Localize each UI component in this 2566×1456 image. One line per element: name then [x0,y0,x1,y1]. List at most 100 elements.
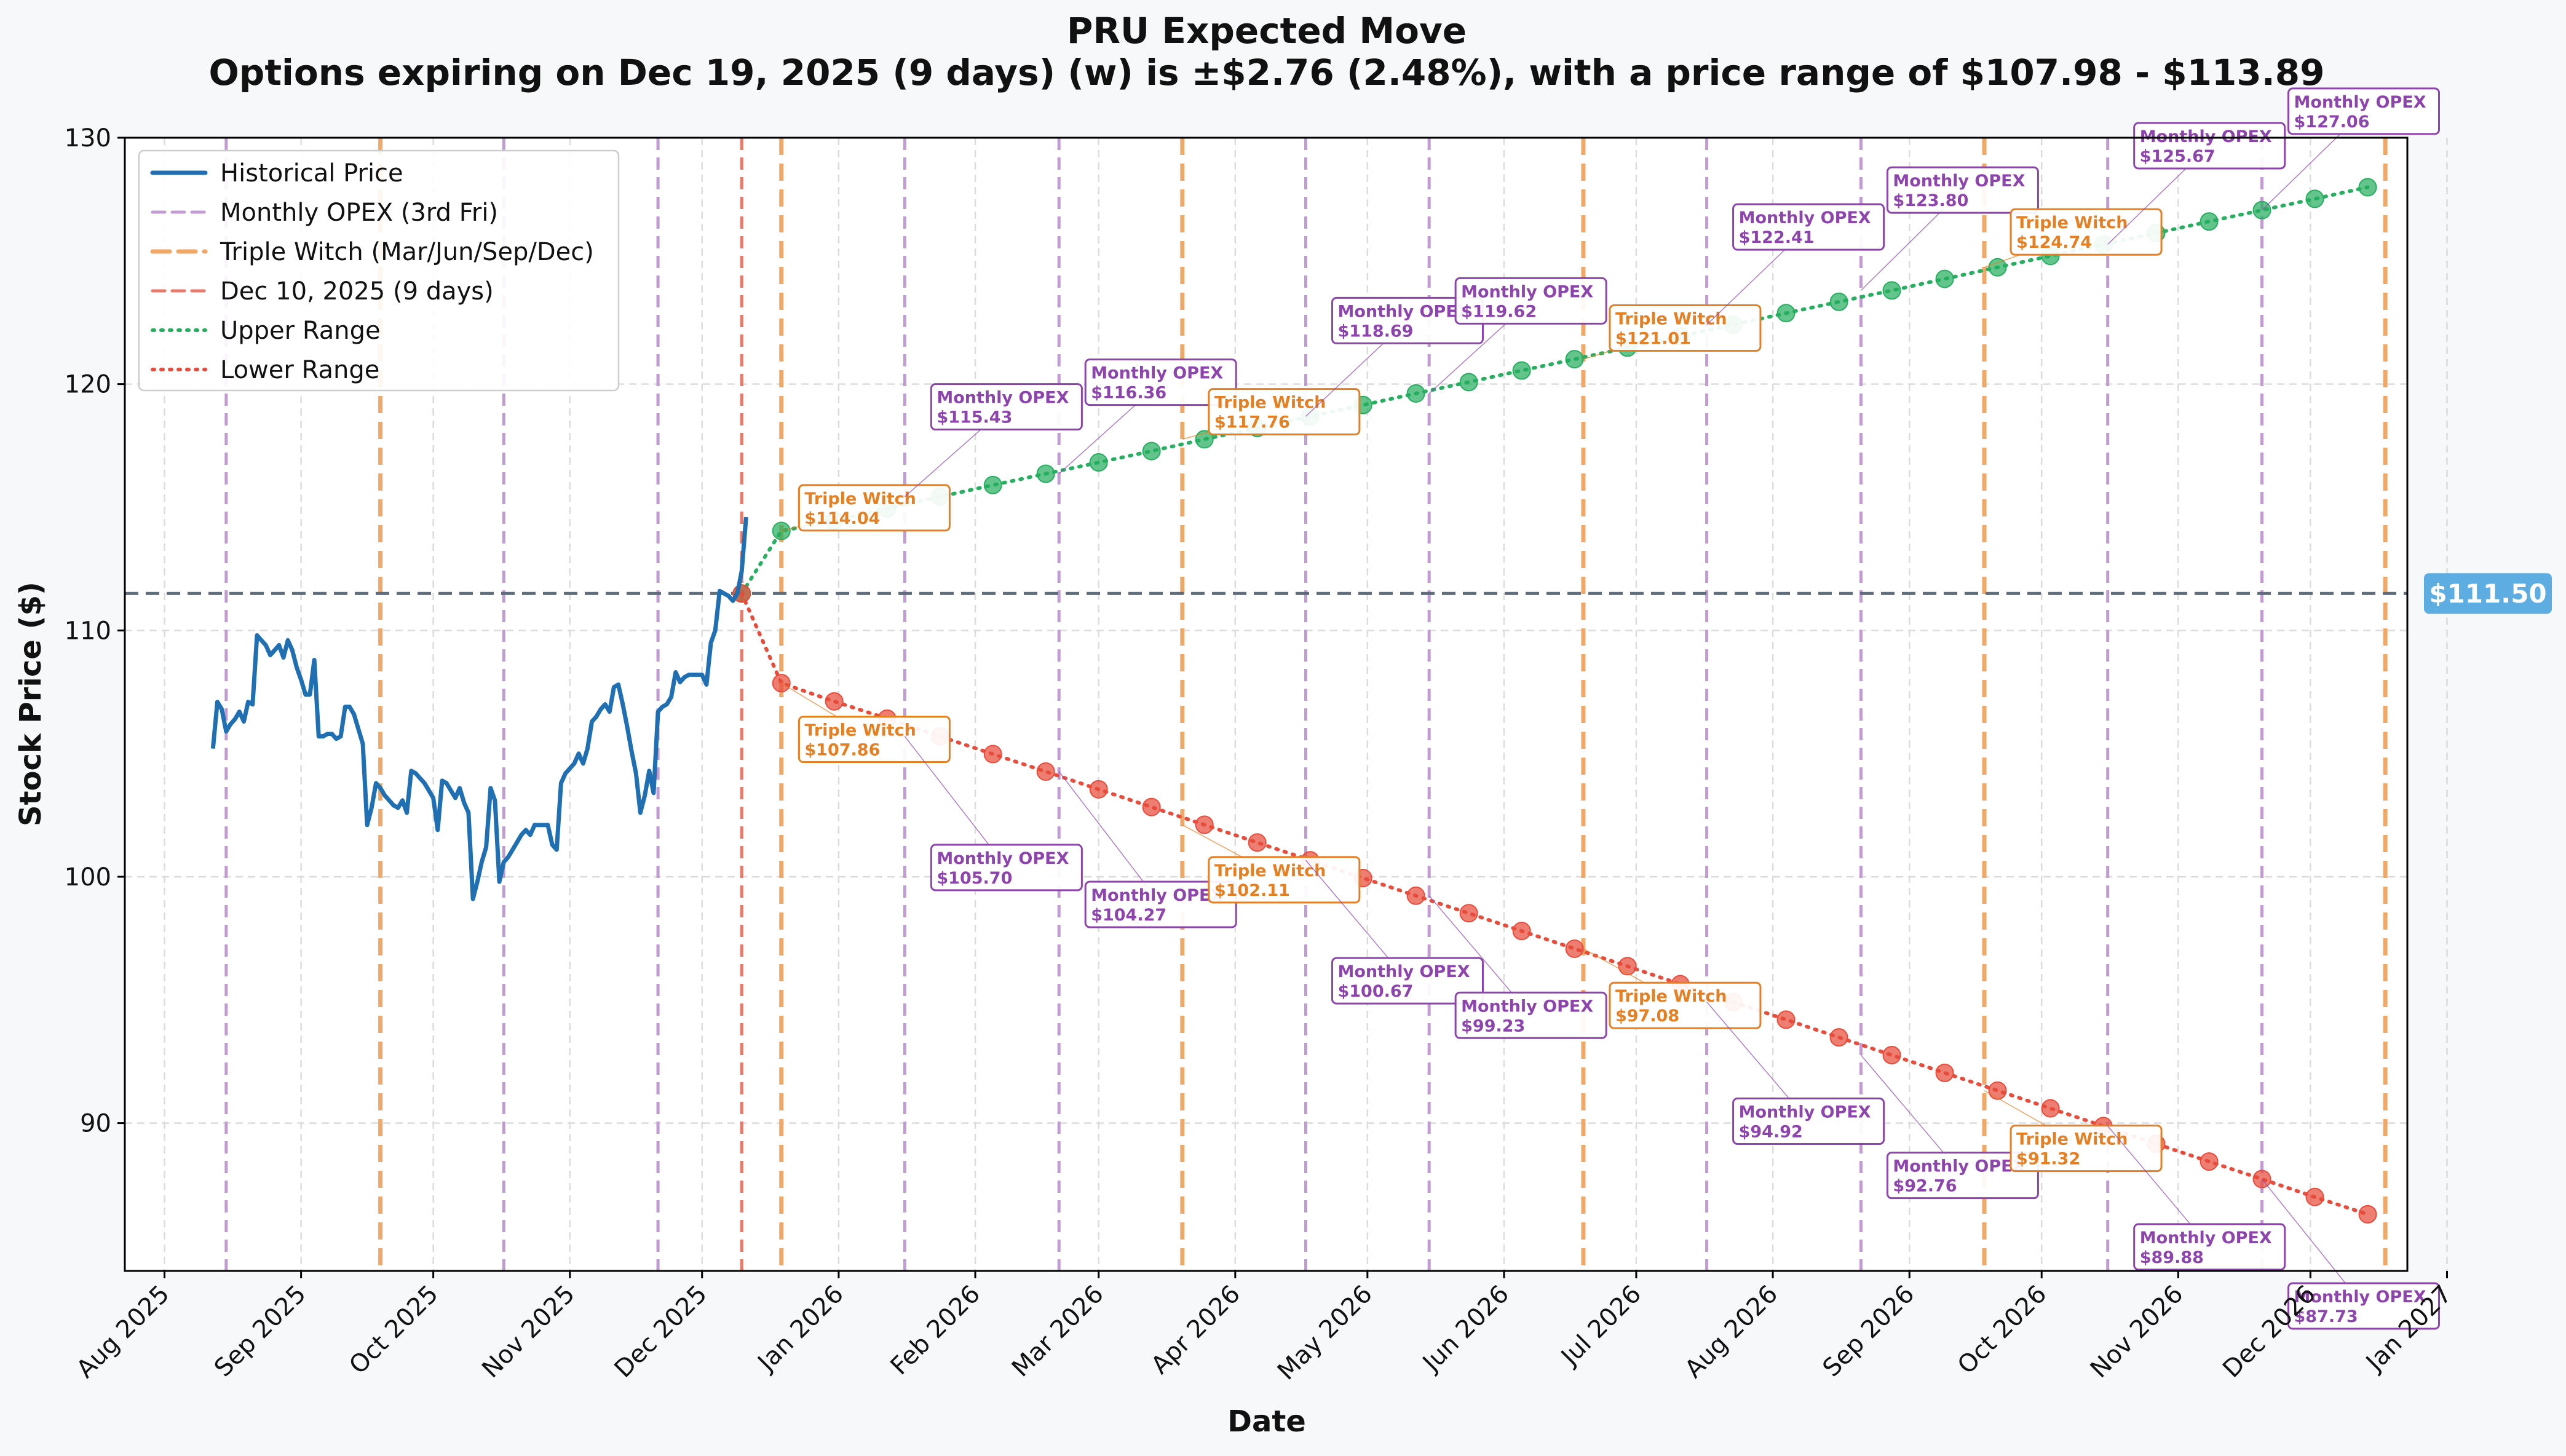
annotation-title: Monthly OPEX [937,389,1069,408]
annotation-value: $107.86 [804,741,880,760]
annotation-box [1886,166,2039,214]
annotation-value: $91.32 [2016,1150,2080,1169]
upper-range-point [1882,281,1901,300]
annotation-title: Triple Witch [1214,394,1326,413]
lower-range-point [2041,1099,2060,1118]
lower-range-point [1195,815,1214,834]
annotation-title: Monthly OPEX [937,849,1069,868]
y-tick-label: 130 [65,124,111,152]
upper-range-point [2305,189,2324,208]
annotation-value: $89.88 [2140,1248,2204,1267]
annotation-box [1084,358,1237,406]
annotation-box [2133,122,2286,170]
upper-range-point [1512,361,1531,380]
lower-range-point [1829,1028,1848,1047]
lower-range-point [1988,1081,2007,1100]
annotation-value: $92.76 [1893,1177,1957,1196]
annotation-value: $121.01 [1615,329,1691,348]
annotation-title: Triple Witch [1615,987,1727,1006]
current-price-badge-label: $111.50 [2429,579,2546,609]
legend-label: Lower Range [220,356,379,384]
annotation-title: Monthly OPEX [1337,302,1470,321]
upper-range-point [1459,373,1478,392]
y-tick-label: 110 [65,617,111,645]
legend-label: Triple Witch (Mar/Jun/Sep/Dec) [220,238,594,266]
annotation-value: $94.92 [1739,1123,1803,1142]
y-tick-label: 100 [65,863,111,892]
annotation-box [1609,981,1762,1029]
annotation-value: $119.62 [1461,302,1537,321]
upper-range-point [1089,453,1108,472]
annotation-value: $124.74 [2016,233,2092,252]
annotation-value: $118.69 [1337,322,1413,341]
upper-range-point [1195,430,1214,449]
annotation-title: Monthly OPEX [1893,172,2025,191]
annotation-box [1208,388,1361,436]
annotation-title: Monthly OPEX [1091,364,1223,383]
upper-range-point [1036,464,1055,483]
lower-range-point [2358,1205,2377,1224]
annotation-value: $123.80 [1893,191,1968,210]
annotation-value: $115.43 [937,408,1012,427]
upper-range-point [1565,350,1584,369]
annotation-title: Monthly OPEX [2140,127,2272,146]
upper-range-point [983,475,1002,494]
annotation-value: $102.11 [1214,881,1290,900]
upper-range-point [1406,384,1425,403]
lower-range-point [1776,1010,1796,1029]
annotation-title: Monthly OPEX [2140,1228,2272,1248]
annotation-box [798,484,951,532]
annotation-value: $116.36 [1091,384,1166,403]
lower-range-point [1459,904,1478,923]
annotation-box [1331,957,1484,1005]
annotation-box [1732,1098,1885,1145]
y-tick-label: 90 [80,1110,111,1138]
lower-range-point [1882,1046,1901,1065]
annotation-value: $127.06 [2294,113,2370,132]
annotation-box [1208,856,1361,904]
annotation-title: Monthly OPEX [1893,1157,2025,1176]
annotation-box [1886,1152,2039,1200]
lower-range-point [1036,762,1055,781]
legend-label: Dec 10, 2025 (9 days) [220,277,494,306]
upper-range-point [2200,212,2219,231]
y-tick-label: 120 [65,371,111,399]
x-axis-label: Date [1227,1404,1306,1439]
upper-range-point [1776,304,1796,323]
annotation-box [1084,880,1237,928]
annotation-box [1454,277,1607,325]
annotation-title: Monthly OPEX [1091,886,1223,905]
chart-subtitle: Options expiring on Dec 19, 2025 (9 days… [209,52,2325,93]
annotation-box [2010,1125,2163,1173]
annotation-box [2010,208,2163,256]
annotation-box [2133,1223,2286,1271]
legend-label: Historical Price [220,159,403,188]
lower-range-line [740,592,2370,1216]
annotation-value: $122.41 [1739,228,1815,247]
y-axis-label: Stock Price ($) [14,582,48,826]
lower-range-point [2305,1187,2324,1206]
annotation-title: Triple Witch [804,489,916,508]
upper-range-point [1142,441,1161,461]
lower-range-point [1512,922,1531,941]
annotation-value: $125.67 [2140,147,2216,166]
annotation-value: $87.73 [2294,1307,2358,1326]
annotation-title: Triple Witch [2016,213,2128,232]
annotation-title: Triple Witch [1615,309,1727,328]
upper-range-point [1988,258,2007,277]
upper-range-point [1829,292,1848,311]
annotation-title: Monthly OPEX [2294,93,2426,112]
annotation-value: $114.04 [804,509,880,528]
annotation-box [1454,991,1607,1039]
annotation-title: Monthly OPEX [1461,997,1593,1016]
lower-range-point [1935,1063,1954,1082]
annotation-value: $104.27 [1091,906,1166,925]
annotation-title: Triple Witch [1214,861,1326,880]
chart-title: PRU Expected Move [1067,10,1467,52]
annotation-value: $97.08 [1615,1007,1679,1026]
lower-range-point [983,745,1002,764]
annotation-box [798,716,951,764]
annotation-value: $117.76 [1214,413,1290,432]
